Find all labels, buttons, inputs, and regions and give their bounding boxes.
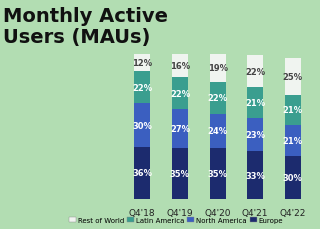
Text: 22%: 22% [245, 68, 265, 76]
Bar [134, 72, 150, 104]
Bar [210, 149, 226, 199]
Bar [172, 55, 188, 78]
Text: Monthly Active
Users (MAUs): Monthly Active Users (MAUs) [3, 7, 168, 47]
Text: Q4'20: Q4'20 [204, 208, 231, 217]
Bar [210, 82, 226, 114]
Bar [285, 59, 301, 95]
Text: Q4'21: Q4'21 [242, 208, 268, 217]
Text: 35%: 35% [170, 169, 190, 178]
Bar [285, 95, 301, 125]
Bar [210, 114, 226, 149]
Bar [134, 147, 150, 199]
Text: 23%: 23% [245, 131, 265, 139]
Text: 35%: 35% [208, 169, 228, 178]
Text: 22%: 22% [132, 84, 152, 93]
Text: 30%: 30% [132, 121, 152, 130]
Bar [247, 56, 263, 88]
Bar [285, 156, 301, 199]
Bar [247, 118, 263, 152]
Legend: Rest of World, Latin America, North America, Europe: Rest of World, Latin America, North Amer… [66, 214, 286, 226]
Text: 33%: 33% [245, 171, 265, 180]
Text: 24%: 24% [208, 127, 228, 136]
Text: 19%: 19% [208, 64, 228, 73]
Bar [247, 88, 263, 118]
Text: 21%: 21% [283, 136, 303, 145]
Text: 12%: 12% [132, 59, 152, 68]
Bar [172, 110, 188, 149]
Text: 30%: 30% [283, 173, 303, 182]
Text: 22%: 22% [170, 89, 190, 98]
Text: Q4'18: Q4'18 [129, 208, 156, 217]
Bar [134, 104, 150, 147]
Text: Q4'19: Q4'19 [167, 208, 193, 217]
Bar [134, 55, 150, 72]
Text: Q4'22: Q4'22 [280, 208, 306, 217]
Text: 25%: 25% [283, 73, 303, 82]
Bar [210, 55, 226, 82]
Bar [247, 152, 263, 199]
Bar [172, 78, 188, 110]
Text: 36%: 36% [132, 169, 152, 178]
Text: 16%: 16% [170, 62, 190, 71]
Text: 27%: 27% [170, 125, 190, 134]
Bar [285, 125, 301, 156]
Text: 21%: 21% [245, 99, 265, 108]
Bar [172, 149, 188, 199]
Text: 22%: 22% [208, 94, 228, 103]
Text: 21%: 21% [283, 106, 303, 115]
